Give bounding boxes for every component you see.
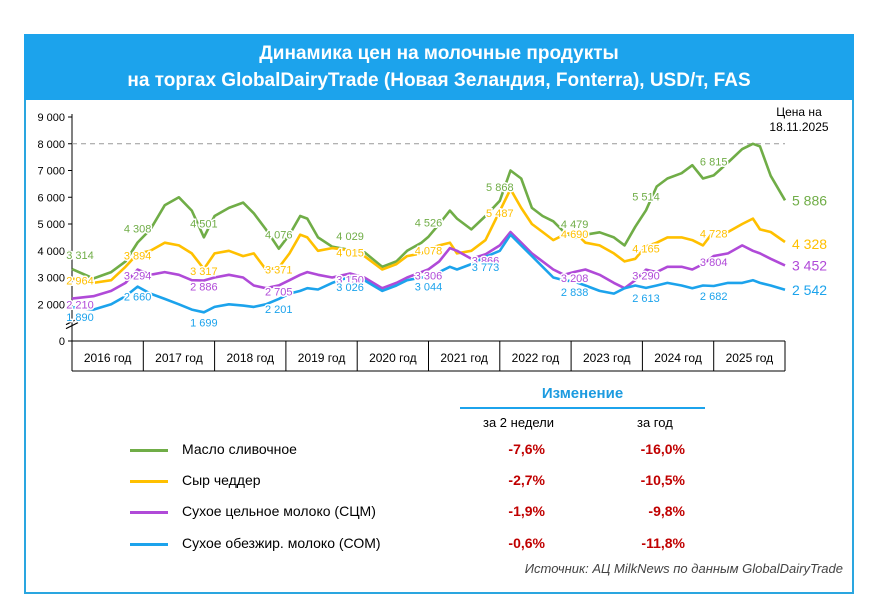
- x-category-label: 2024 год: [654, 351, 702, 365]
- data-label: 3 773: [472, 262, 500, 274]
- data-label: 4 728: [700, 228, 728, 240]
- last-value-label: 3 452: [792, 257, 827, 273]
- title-line-1: Динамика цен на молочные продукты: [259, 43, 619, 64]
- data-label: 2 613: [632, 293, 660, 305]
- y-tick-label: 2 000: [37, 299, 65, 311]
- x-category-label: 2022 год: [512, 351, 560, 365]
- data-label: 5 514: [632, 191, 660, 203]
- last-value-label: 5 886: [792, 192, 827, 208]
- data-label: 4 690: [561, 229, 589, 241]
- y-tick-label: 0: [59, 336, 65, 348]
- change-2weeks-value: -2,7%: [508, 472, 545, 488]
- legend-label: Сыр чеддер: [182, 472, 261, 488]
- x-category-label: 2016 год: [84, 351, 132, 365]
- change-heading: Изменение: [541, 385, 624, 402]
- y-tick-label: 5 000: [37, 219, 65, 231]
- x-category-label: 2020 год: [369, 351, 417, 365]
- y-tick-label: 7 000: [37, 166, 65, 178]
- y-tick-label: 3 000: [37, 273, 65, 285]
- legend-line-swatch: [130, 480, 168, 483]
- data-label: 3 044: [415, 281, 443, 293]
- data-label: 4 501: [190, 218, 218, 230]
- data-label: 3 894: [124, 251, 152, 263]
- data-label: 2 838: [561, 287, 589, 299]
- data-label: 3 314: [66, 250, 94, 262]
- data-label: 3 026: [336, 282, 364, 294]
- data-label: 3 294: [124, 271, 152, 283]
- data-label: 2 660: [124, 292, 152, 304]
- x-category-label: 2017 год: [155, 351, 203, 365]
- data-label: 4 165: [632, 243, 660, 255]
- data-label: 4 078: [415, 246, 443, 258]
- data-label: 4 308: [124, 224, 152, 236]
- data-label: 3 290: [632, 271, 660, 283]
- data-label: 3 371: [265, 265, 293, 277]
- data-label: 3 306: [415, 270, 443, 282]
- y-tick-label: 6 000: [37, 192, 65, 204]
- data-label: 3 317: [190, 266, 218, 278]
- data-label: 4 015: [336, 247, 364, 259]
- data-label: 5 868: [486, 182, 514, 194]
- change-year-value: -11,8%: [641, 535, 685, 551]
- data-label: 2 201: [265, 304, 293, 316]
- data-label: 4 479: [561, 219, 589, 231]
- price-date-label-line1: Цена на: [776, 105, 822, 119]
- chart-frame: [24, 34, 854, 594]
- legend-label: Сухое обезжир. молоко (СОМ): [182, 535, 381, 551]
- change-year-value: -10,5%: [640, 472, 685, 488]
- data-label: 2 705: [265, 286, 293, 298]
- price-date-label-line2: 18.11.2025: [769, 120, 828, 134]
- legend-line-swatch: [130, 511, 168, 514]
- data-label: 4 076: [265, 230, 293, 242]
- last-value-label: 4 328: [792, 236, 827, 252]
- data-label: 3 866: [472, 255, 500, 267]
- legend-line-swatch: [130, 543, 168, 546]
- data-label: 2 682: [700, 291, 728, 303]
- data-label: 2 210: [66, 300, 94, 312]
- data-label: 3 208: [561, 273, 589, 285]
- data-label: 4 029: [336, 231, 364, 243]
- data-label: 3 804: [700, 257, 728, 269]
- data-label: 2 886: [190, 282, 218, 294]
- series-line-1: [71, 187, 786, 285]
- x-category-label: 2025 год: [726, 351, 774, 365]
- series-line-3: [71, 233, 786, 314]
- legend-line-swatch: [130, 449, 168, 452]
- change-year-value: -9,8%: [648, 503, 685, 519]
- title-line-2: на торгах GlobalDairyTrade (Новая Зеланд…: [127, 70, 751, 91]
- change-heading-rule: [460, 407, 705, 409]
- data-label: 6 815: [700, 156, 728, 168]
- change-2weeks-value: -7,6%: [508, 441, 545, 457]
- y-tick-label: 8 000: [37, 139, 65, 151]
- data-label: 1 890: [66, 312, 94, 324]
- chart-title: Динамика цен на молочные продукты на тор…: [24, 34, 854, 100]
- axis-break-mark: [65, 322, 79, 330]
- column-header-2weeks: за 2 недели: [483, 415, 554, 430]
- change-2weeks-value: -0,6%: [508, 535, 545, 551]
- data-label: 5 487: [486, 208, 514, 220]
- last-value-label: 2 542: [792, 282, 827, 298]
- legend-label: Масло сливочное: [182, 441, 297, 457]
- data-label: 4 526: [415, 218, 443, 230]
- change-year-value: -16,0%: [640, 441, 685, 457]
- x-category-label: 2019 год: [298, 351, 346, 365]
- data-label: 2 964: [66, 275, 94, 287]
- axis-break-mark: [65, 318, 79, 326]
- x-category-label: 2023 год: [583, 351, 631, 365]
- change-2weeks-value: -1,9%: [508, 503, 545, 519]
- series-line-0: [71, 142, 787, 280]
- source-note: Источник: АЦ MilkNews по данным GlobalDa…: [524, 561, 843, 576]
- y-tick-label: 4 000: [37, 246, 65, 258]
- y-tick-label: 9 000: [37, 112, 65, 124]
- legend-label: Сухое цельное молоко (СЦМ): [182, 503, 376, 519]
- column-header-year: за год: [637, 415, 673, 430]
- series-line-2: [71, 230, 786, 300]
- x-category-label: 2021 год: [440, 351, 488, 365]
- data-label: 1 699: [190, 317, 218, 329]
- x-category-label: 2018 год: [226, 351, 274, 365]
- data-label: 3 150: [336, 274, 364, 286]
